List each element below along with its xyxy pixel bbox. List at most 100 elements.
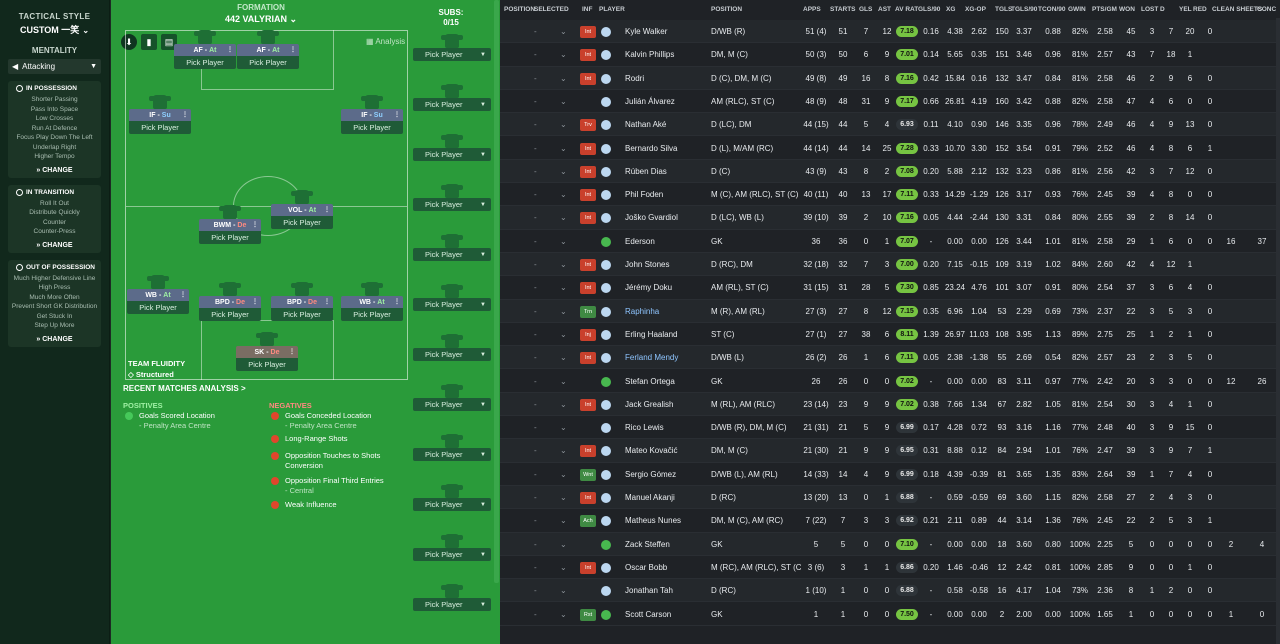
pick-player-dropdown[interactable]: Pick Player ▼ xyxy=(413,498,491,511)
info-badge[interactable]: Int xyxy=(580,189,596,202)
cell-name[interactable]: Stefan Ortega xyxy=(625,376,675,386)
role-badge[interactable]: WB - At ⋮ xyxy=(341,296,403,308)
pick-player-button[interactable]: Pick Player xyxy=(271,216,333,229)
info-badge[interactable]: Int xyxy=(580,445,596,458)
column-header[interactable]: CLEAN SHEETS xyxy=(1212,6,1263,13)
column-header[interactable]: AV RAT xyxy=(895,6,919,13)
role-badge[interactable]: WB - At ⋮ xyxy=(127,289,189,301)
recent-matches-analysis-link[interactable]: RECENT MATCHES ANALYSIS > xyxy=(123,384,246,393)
sub-slot[interactable]: Pick Player ▼ xyxy=(413,284,491,311)
selection-chevron-icon[interactable]: ⌄ xyxy=(560,516,567,526)
role-badge[interactable]: VOL - At ⋮ xyxy=(271,204,333,216)
table-row[interactable]: - ⌄ Jonathan Tah D (RC) 1 (10) 1 0 0-0.58 -0.58 1… xyxy=(500,579,1280,603)
column-header[interactable]: LOST xyxy=(1141,6,1159,13)
column-header[interactable]: SELECTED xyxy=(534,6,569,13)
selection-chevron-icon[interactable]: ⌄ xyxy=(560,469,567,479)
cell-name[interactable]: Oscar Bobb xyxy=(625,562,668,572)
info-badge[interactable]: Int xyxy=(580,398,596,411)
change-button[interactable]: » CHANGE xyxy=(36,166,73,174)
cell-name[interactable]: Kyle Walker xyxy=(625,27,668,36)
cell-name[interactable]: Matheus Nunes xyxy=(625,516,682,526)
info-badge[interactable]: Int xyxy=(580,212,596,225)
selection-chevron-icon[interactable]: ⌄ xyxy=(560,50,567,60)
pick-player-button[interactable]: Pick Player xyxy=(236,358,298,371)
pick-player-button[interactable]: Pick Player xyxy=(127,301,189,314)
formation-slot[interactable]: IF - Su ⋮ Pick Player xyxy=(341,95,403,134)
cell-name[interactable]: Rodri xyxy=(625,73,645,83)
column-header[interactable]: GWIN xyxy=(1068,6,1086,13)
selection-chevron-icon[interactable]: ⌄ xyxy=(560,586,567,596)
table-row[interactable]: - ⌄ Trv Nathan Aké D (LC), DM 44 (15) 44 5 4 0.11… xyxy=(500,113,1280,137)
table-row[interactable]: - ⌄ Int Jérémy Doku AM (RL), ST (C) 31 (15) 31… xyxy=(500,276,1280,300)
role-badge[interactable]: BWM - De ⋮ xyxy=(199,219,261,231)
info-badge[interactable]: Inj xyxy=(580,328,596,341)
column-header[interactable]: GLS/90 xyxy=(918,6,941,13)
cell-name[interactable]: Rúben Dias xyxy=(625,166,667,176)
pick-player-button[interactable]: Pick Player xyxy=(174,56,236,69)
cell-name[interactable]: Jack Grealish xyxy=(625,399,674,409)
pick-player-button[interactable]: Pick Player xyxy=(341,308,403,321)
info-badge[interactable]: Trn xyxy=(580,305,596,318)
table-row[interactable]: - ⌄ Inj Erling Haaland ST (C) 27 (1) 27 38 6 1.39… xyxy=(500,323,1280,347)
more-icon[interactable]: ⋮ xyxy=(394,299,400,305)
pick-player-dropdown[interactable]: Pick Player ▼ xyxy=(413,48,491,61)
formation-slot[interactable]: BWM - De ⋮ Pick Player xyxy=(199,205,261,244)
table-row[interactable]: - ⌄ Int Kalvin Phillips DM, M (C) 50 (3) 50 6 9 0… xyxy=(500,43,1280,67)
cell-name[interactable]: Sergio Gómez xyxy=(625,469,677,479)
role-badge[interactable]: SK - De ⋮ xyxy=(236,346,298,358)
cell-name[interactable]: Julián Álvarez xyxy=(625,96,675,106)
selection-chevron-icon[interactable]: ⌄ xyxy=(560,539,567,549)
info-badge[interactable]: Ach xyxy=(580,515,596,528)
more-icon[interactable]: ⋮ xyxy=(290,47,296,53)
sub-slot[interactable]: Pick Player ▼ xyxy=(413,234,491,261)
info-badge[interactable]: Int xyxy=(580,26,596,38)
formation-dropdown[interactable]: 442 VALYRIAN ⌄ xyxy=(111,14,411,25)
table-row[interactable]: - ⌄ Rico Lewis D/WB (R), DM, M (C) 21 (31) 21… xyxy=(500,416,1280,440)
table-row[interactable]: - ⌄ Int Jack Grealish M (RL), AM (RLC) 23 (14… xyxy=(500,392,1280,417)
sub-slot[interactable]: Pick Player ▼ xyxy=(413,334,491,361)
cell-name[interactable]: Jonathan Tah xyxy=(625,586,673,596)
selection-chevron-icon[interactable]: ⌄ xyxy=(560,423,567,433)
column-header[interactable]: PLAYER xyxy=(599,6,625,13)
selection-chevron-icon[interactable]: ⌄ xyxy=(560,353,567,363)
more-icon[interactable]: ⋮ xyxy=(394,112,400,118)
sub-slot[interactable]: Pick Player ▼ xyxy=(413,184,491,211)
mentality-dropdown[interactable]: ◀ Attacking ▼ xyxy=(8,59,101,74)
selection-chevron-icon[interactable]: ⌄ xyxy=(560,143,567,153)
cell-name[interactable]: Manuel Akanji xyxy=(625,493,675,502)
column-header[interactable]: D xyxy=(1160,6,1165,13)
info-badge[interactable]: Int xyxy=(580,492,596,504)
info-badge[interactable]: Rst xyxy=(580,608,596,621)
selection-chevron-icon[interactable]: ⌄ xyxy=(560,493,567,502)
info-badge[interactable]: Int xyxy=(580,352,596,365)
more-icon[interactable]: ⋮ xyxy=(252,222,258,228)
table-row[interactable]: - ⌄ Int Manuel Akanji D (RC) 13 (20) 13 0 1-0.59… xyxy=(500,486,1280,510)
tactical-style-dropdown[interactable]: CUSTOM 一笑 ⌄ xyxy=(0,23,109,36)
selection-chevron-icon[interactable]: ⌄ xyxy=(560,27,567,36)
sub-slot[interactable]: Pick Player ▼ xyxy=(413,134,491,161)
table-row[interactable]: - ⌄ Int Phil Foden M (C), AM (RLC), ST (C) 40… xyxy=(500,183,1280,207)
more-icon[interactable]: ⋮ xyxy=(324,207,330,213)
column-header[interactable]: YEL xyxy=(1179,6,1192,13)
cell-name[interactable]: Erling Haaland xyxy=(625,329,678,339)
selection-chevron-icon[interactable]: ⌄ xyxy=(560,399,567,409)
table-row[interactable]: - ⌄ Ach Matheus Nunes DM, M (C), AM (RC) 7 (2… xyxy=(500,509,1280,533)
table-row[interactable]: - ⌄ Int Rúben Dias D (C) 43 (9) 43 8 2 0.20 5.88 2.… xyxy=(500,159,1280,184)
selection-chevron-icon[interactable]: ⌄ xyxy=(560,260,567,269)
more-icon[interactable]: ⋮ xyxy=(324,299,330,305)
column-header[interactable]: PTS/GM xyxy=(1092,6,1117,13)
sub-slot[interactable]: Pick Player ▼ xyxy=(413,384,491,411)
more-icon[interactable]: ⋮ xyxy=(182,112,188,118)
selection-chevron-icon[interactable]: ⌄ xyxy=(560,446,567,456)
column-header[interactable]: XG xyxy=(946,6,956,13)
pick-player-button[interactable]: Pick Player xyxy=(341,121,403,134)
formation-slot[interactable]: BPD - De ⋮ Pick Player xyxy=(199,282,261,321)
table-row[interactable]: - ⌄ Wnt Sergio Gómez D/WB (L), AM (RL) 14 (33… xyxy=(500,463,1280,486)
column-header[interactable]: POSITION xyxy=(504,6,536,13)
more-icon[interactable]: ⋮ xyxy=(227,47,233,53)
column-header[interactable]: TGLS xyxy=(995,6,1013,13)
role-badge[interactable]: BPD - De ⋮ xyxy=(271,296,333,308)
cell-name[interactable]: Joško Gvardiol xyxy=(625,213,678,223)
pitch-scrollbar[interactable] xyxy=(494,0,499,583)
pick-player-dropdown[interactable]: Pick Player ▼ xyxy=(413,398,491,411)
